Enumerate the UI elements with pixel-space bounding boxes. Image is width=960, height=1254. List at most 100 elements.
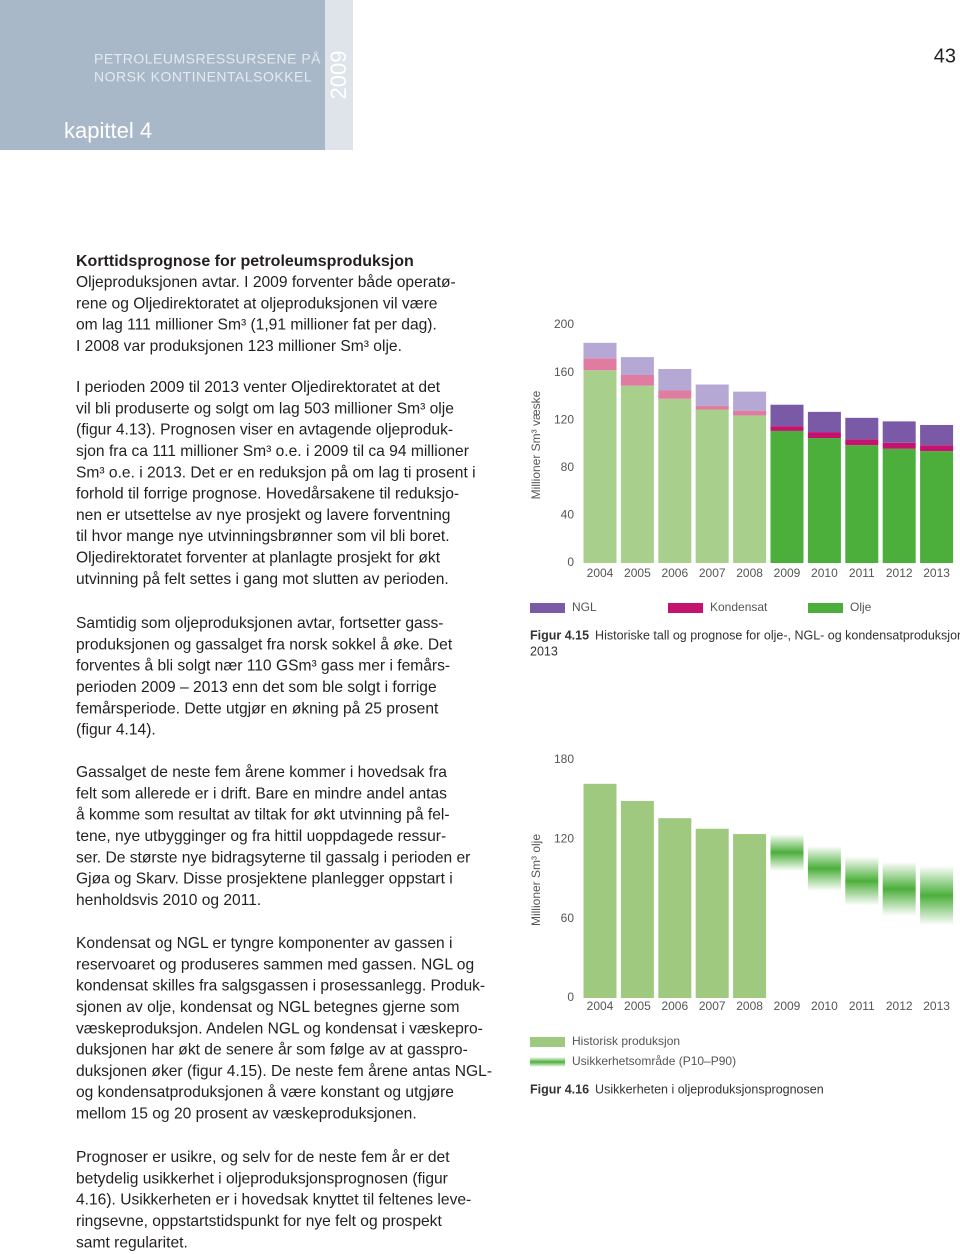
bar-segment [658, 398, 692, 563]
header-panel [0, 0, 325, 150]
bar-segment [695, 384, 729, 406]
uncertainty-band [920, 865, 954, 926]
x-tick-label: 2010 [811, 999, 838, 1013]
y-tick-label: 80 [561, 460, 575, 474]
bar-segment [695, 409, 729, 563]
bar-segment [620, 385, 654, 563]
body-line: duksjonen har økt de senere år som følge… [76, 1041, 468, 1059]
y-tick-label: 160 [554, 365, 574, 379]
bar-segment [845, 417, 879, 440]
x-tick-label: 2008 [736, 999, 763, 1013]
x-tick-label: 2005 [624, 566, 651, 580]
legend-swatch [530, 1057, 565, 1067]
body-line: væskeproduksjon. Andelen NGL og kondensa… [76, 1020, 483, 1037]
y-tick-label: 0 [567, 990, 574, 1004]
body-line: til hvor mange nye utvinningsbrønner som… [76, 528, 450, 545]
legend-label: Kondensat [710, 600, 768, 614]
body-line: sjonen av olje, kondensat og NGL betegne… [76, 999, 459, 1016]
body-line: tene, nye utbygginger og fra hittil uopp… [76, 828, 446, 845]
y-tick-label: 0 [567, 555, 574, 569]
bar-segment [620, 374, 654, 386]
bar-segment [583, 370, 617, 563]
bar-segment [733, 391, 767, 411]
body-line: forhold til forrige prognose. Hovedårsak… [76, 485, 459, 503]
body-line: henholdsvis 2010 og 2011. [76, 892, 261, 909]
x-tick-label: 2009 [774, 566, 801, 580]
uncertainty-band [807, 845, 841, 891]
bar-segment [583, 342, 617, 359]
body-line: ser. De største nye bidragsyterne til ga… [76, 849, 470, 866]
y-axis-label: Millioner Sm³ olje [529, 834, 543, 926]
publication-line: PETROLEUMSRESSURSENE PÅ [94, 51, 321, 67]
bar-segment [882, 421, 916, 443]
body-line: Samtidig som oljeproduksjonen avtar, for… [76, 615, 444, 632]
bar-segment [733, 415, 767, 563]
chapter: kapittel 4 [64, 118, 152, 143]
x-tick-label: 2011 [849, 566, 875, 580]
x-tick-label: 2011 [849, 999, 875, 1013]
uncertainty-band [845, 856, 879, 906]
bar-segment [695, 405, 729, 410]
body-line: (figur 4.13). Prognosen viser en avtagen… [76, 422, 453, 439]
caption-label: Figur 4.15 [530, 628, 589, 642]
caption-text: 2013 [530, 644, 558, 658]
y-axis-label: Millioner Sm³ væske [529, 390, 543, 499]
x-tick-label: 2008 [736, 566, 763, 580]
body-line: Prognoser er usikre, og selv for de nest… [76, 1148, 450, 1166]
bar [695, 828, 729, 998]
caption-label: Figur 4.16 [530, 1082, 589, 1096]
bar-segment [882, 448, 916, 563]
bar-segment [845, 439, 879, 446]
caption-text: Usikkerheten i oljeproduksjonsprognosen [595, 1082, 824, 1096]
bar-segment [920, 424, 954, 446]
x-tick-label: 2013 [923, 999, 950, 1013]
bar-segment [882, 442, 916, 449]
x-tick-label: 2010 [811, 566, 838, 580]
x-tick-label: 2006 [661, 999, 688, 1013]
bar-segment [658, 390, 692, 399]
caption-text: Historiske tall og prognose for olje-, N… [595, 628, 960, 642]
body-line: reservoaret og produseres sammen med gas… [76, 956, 474, 973]
body-line: duksjonen øker (figur 4.15). De neste fe… [76, 1062, 492, 1080]
publication-line: NORSK KONTINENTALSOKKEL [94, 69, 312, 85]
header-strip [325, 0, 353, 150]
legend-swatch [530, 603, 565, 613]
y-tick-label: 120 [554, 832, 574, 846]
body-line: samt regularitet. [76, 1234, 188, 1251]
body-line: I perioden 2009 til 2013 venter Oljedire… [76, 379, 441, 396]
x-tick-label: 2007 [699, 999, 726, 1013]
x-tick-label: 2012 [886, 999, 913, 1013]
legend-label: NGL [572, 600, 597, 614]
legend-swatch [530, 1037, 565, 1047]
legend-swatch [808, 603, 843, 613]
y-tick-label: 60 [561, 911, 575, 925]
legend-label: Olje [850, 600, 872, 614]
y-tick-label: 180 [554, 752, 574, 766]
body-line: 4.16). Usikkerheten er i hovedsak knytte… [76, 1192, 471, 1209]
body-line: produksjonen og gassalget fra norsk sokk… [76, 635, 453, 653]
body-line: Oljedirektoratet forventer at planlagte … [76, 550, 441, 567]
bar [658, 818, 692, 998]
bar-segment [807, 432, 841, 439]
bar-segment [845, 445, 879, 563]
body-line: vil bli produserte og solgt om lag 503 m… [76, 400, 454, 417]
body-line: mellom 15 og 20 prosent av væskeproduksj… [76, 1106, 417, 1123]
body-line: kondensat skilles fra salgsgassen i pros… [76, 978, 485, 995]
bar [620, 800, 654, 998]
body-line: og kondensatproduksjonen å være konstant… [76, 1083, 454, 1101]
body-line: betydelig usikkerhet i oljeproduksjonspr… [76, 1170, 448, 1187]
body-line: Oljeproduksjonen avtar. I 2009 forventer… [76, 273, 456, 291]
bar-segment [620, 357, 654, 375]
y-tick-label: 200 [554, 317, 574, 331]
body-line: utvinning på felt settes i gang mot slut… [76, 570, 449, 588]
bar-segment [658, 369, 692, 391]
bar-segment [920, 451, 954, 563]
x-tick-label: 2012 [886, 566, 913, 580]
body-line: femårsperiode. Dette utgjør en økning på… [76, 699, 439, 717]
bar [583, 783, 617, 998]
bar-segment [920, 445, 954, 452]
body-line: Sm³ o.e. i 2013. Det er en reduksjon på … [76, 463, 476, 481]
bar-segment [770, 404, 804, 427]
y-tick-label: 120 [554, 412, 574, 426]
